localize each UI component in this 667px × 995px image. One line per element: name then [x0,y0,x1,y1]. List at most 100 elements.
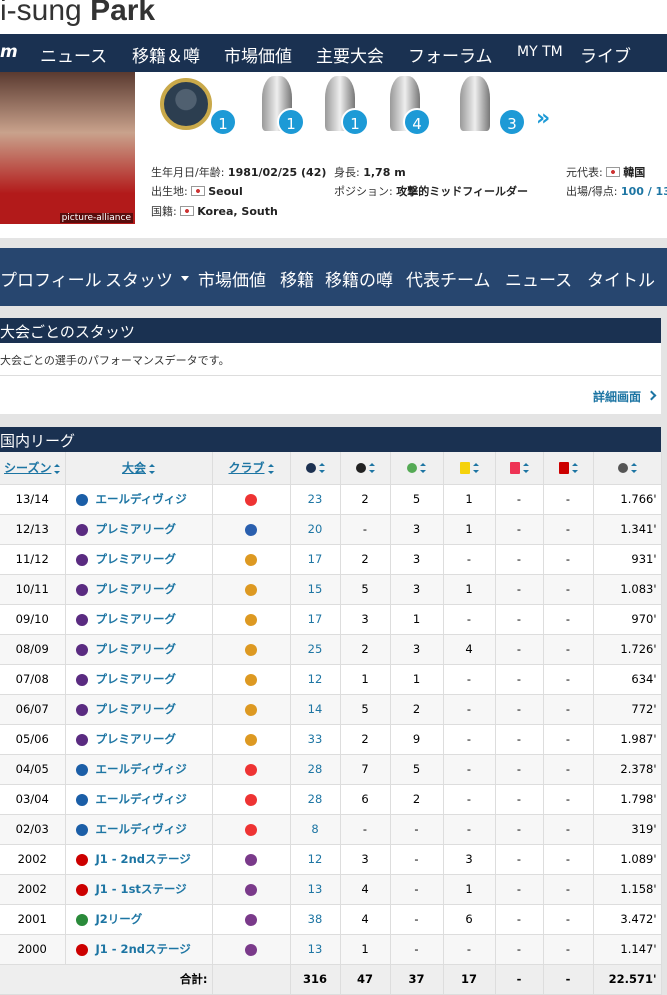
stat-cell: - [543,544,594,575]
nav-item[interactable]: MY TM [517,44,563,60]
column-header[interactable]: 大会 [65,452,213,485]
competition-icon [75,643,88,656]
competition-name[interactable]: プレミアリーグ [95,612,177,626]
nav-item[interactable]: 主要大会 [316,47,384,67]
total-cell: 37 [390,964,444,995]
stat-cell[interactable]: 14 [290,694,341,725]
stat-cell[interactable]: 38 [290,904,341,935]
competition-cell: J1 - 2ndステージ [65,844,213,875]
detail-link[interactable]: 詳細画面 [592,390,641,404]
stat-cell: - [495,574,544,605]
stat-cell: 06/07 [0,694,66,725]
logo[interactable]: m [0,42,18,62]
stat-cell: - [443,664,496,695]
competition-name[interactable]: エールディヴィジ [95,822,187,836]
competition-name[interactable]: J2リーグ [95,912,143,926]
info-item: 出場/得点: 100 / 13 [566,183,667,199]
stat-cell: 2 [340,724,391,755]
subnav-item[interactable]: 移籍の噂 [325,271,393,291]
stat-cell[interactable]: 12 [290,844,341,875]
stat-cell[interactable]: 13 [290,874,341,905]
stat-cell[interactable]: 20 [290,514,341,545]
column-header[interactable] [290,452,341,485]
sort-icon [54,463,61,474]
stat-cell[interactable]: 15 [290,574,341,605]
stat-cell[interactable]: 25 [290,634,341,665]
club-icon[interactable] [245,913,257,926]
stat-cell[interactable]: 33 [290,724,341,755]
subnav-item[interactable]: スタッツ [105,271,173,291]
column-header[interactable] [543,452,594,485]
competition-name[interactable]: エールディヴィジ [95,762,187,776]
club-icon[interactable] [245,493,257,506]
subnav-item[interactable]: 市場価値 [198,271,266,291]
club-icon[interactable] [245,523,257,536]
stat-cell: - [443,544,496,575]
competition-name[interactable]: エールディヴィジ [95,792,187,806]
club-icon[interactable] [245,583,257,596]
column-header[interactable] [443,452,496,485]
competition-name[interactable]: プレミアリーグ [95,732,177,746]
column-header[interactable]: クラブ [212,452,291,485]
competition-name[interactable]: J1 - 2ndステージ [95,852,191,866]
column-header[interactable]: シーズン [0,452,66,485]
nav-item[interactable]: 市場価値 [224,47,292,67]
competition-cell: J2リーグ [65,904,213,935]
club-icon[interactable] [245,613,257,626]
competition-cell: プレミアリーグ [65,514,213,545]
stat-cell[interactable]: 28 [290,754,341,785]
competition-name[interactable]: プレミアリーグ [95,702,177,716]
competition-name[interactable]: プレミアリーグ [95,672,177,686]
column-header[interactable] [593,452,662,485]
club-icon[interactable] [245,943,257,956]
club-icon[interactable] [245,763,257,776]
subnav-item[interactable]: タイトル [587,271,655,291]
subnav-item[interactable]: ニュース [505,271,573,291]
club-icon[interactable] [245,853,257,866]
competition-name[interactable]: プレミアリーグ [95,522,177,536]
club-icon[interactable] [245,733,257,746]
info-label: 出生地: [151,185,188,198]
stat-cell[interactable]: 12 [290,664,341,695]
club-icon[interactable] [245,643,257,656]
competition-name[interactable]: エールディヴィジ [95,492,187,506]
club-icon[interactable] [245,553,257,566]
column-header[interactable] [390,452,444,485]
competition-name[interactable]: J1 - 1stステージ [95,882,187,896]
competition-cell: プレミアリーグ [65,574,213,605]
club-icon[interactable] [245,823,257,836]
more-trophies[interactable]: » [536,106,551,131]
column-header[interactable] [495,452,544,485]
subnav-item[interactable]: 移籍 [280,271,314,291]
stat-cell[interactable]: 17 [290,544,341,575]
subnav-item[interactable]: プロフィール [0,271,102,291]
column-header[interactable] [340,452,391,485]
stat-cell[interactable]: 17 [290,604,341,635]
competition-name[interactable]: プレミアリーグ [95,552,177,566]
competition-name[interactable]: J1 - 2ndステージ [95,942,191,956]
competition-icon [75,823,88,836]
stat-cell: - [495,514,544,545]
nav-item[interactable]: ニュース [40,47,108,67]
stat-cell[interactable]: 23 [290,484,341,515]
stat-cell[interactable]: 28 [290,784,341,815]
competition-name[interactable]: プレミアリーグ [95,642,177,656]
club-icon[interactable] [245,883,257,896]
sort-icon [267,463,274,474]
info-label: 生年月日/年齢: [151,166,225,179]
stat-cell: - [543,844,594,875]
club-icon[interactable] [245,703,257,716]
nav-item[interactable]: フォーラム [408,47,493,67]
trophy [460,76,490,131]
subnav-item[interactable]: 代表チーム [406,271,491,291]
info-value: Korea, South [197,205,278,218]
stat-cell[interactable]: 13 [290,934,341,965]
competition-name[interactable]: プレミアリーグ [95,582,177,596]
nav-item[interactable]: ライブ [580,47,631,67]
stat-cell[interactable]: 8 [290,814,341,845]
data-row: 12/13 プレミアリーグ 20-3 1- -1.341' [0,514,662,545]
stat-cell: 931' [593,544,662,575]
nav-item[interactable]: 移籍＆噂 [132,47,200,67]
club-icon[interactable] [245,673,257,686]
club-icon[interactable] [245,793,257,806]
